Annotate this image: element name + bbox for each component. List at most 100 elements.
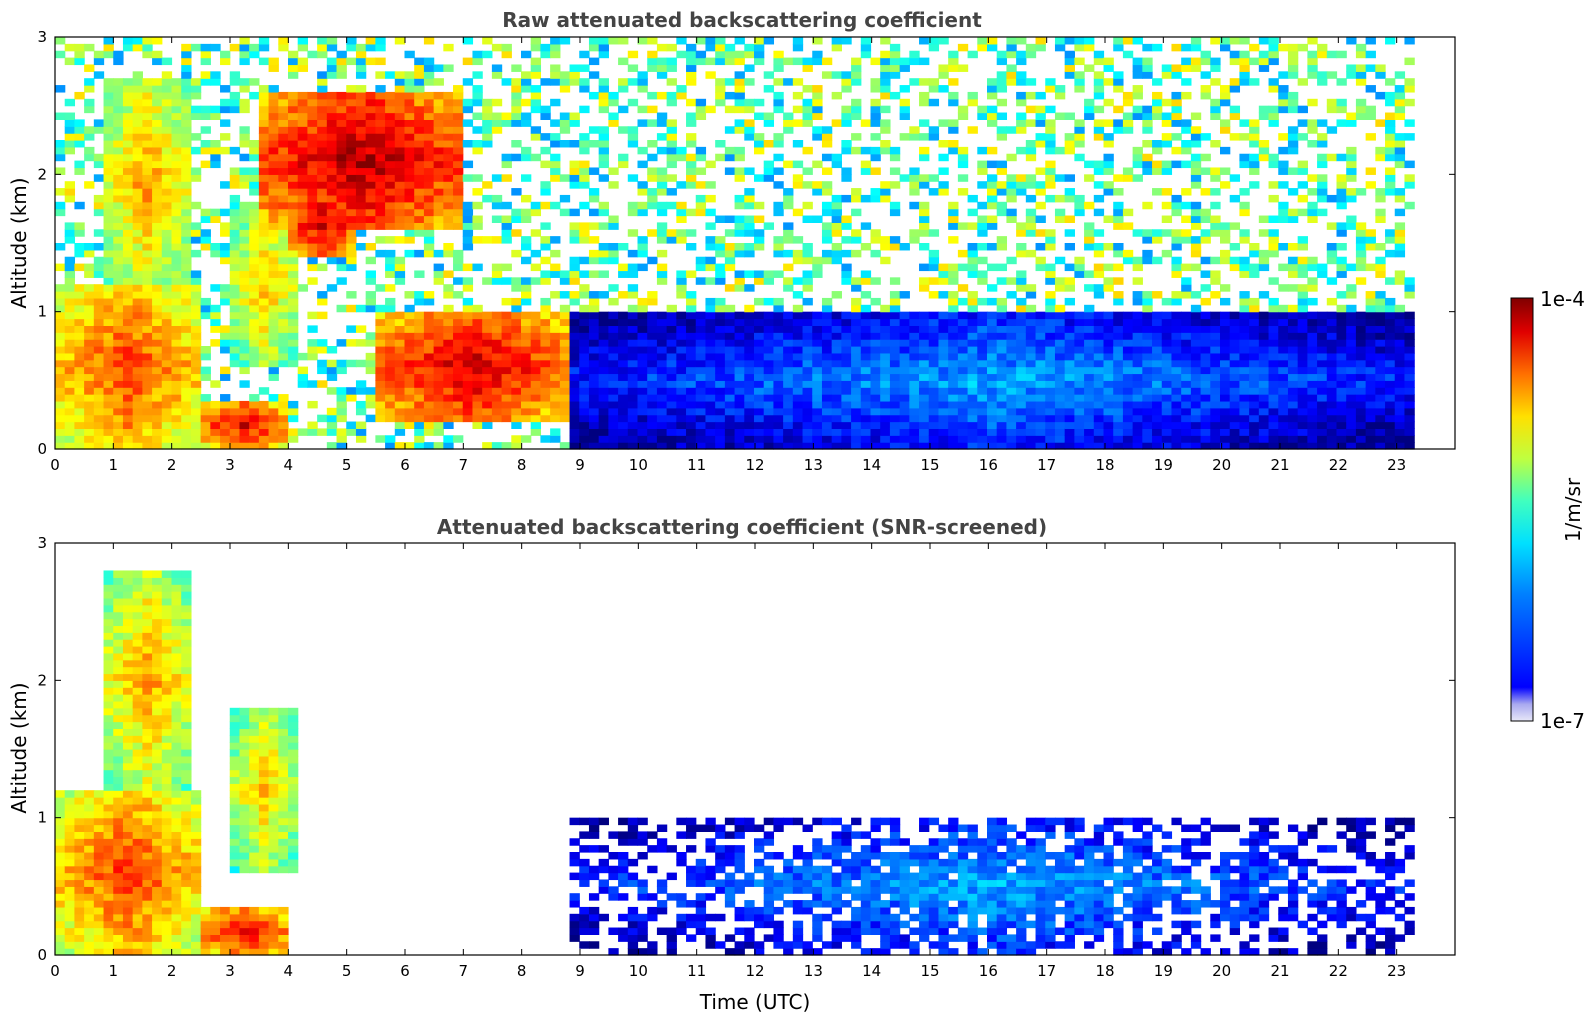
heatmap-cell — [375, 414, 386, 423]
heatmap-cell — [1249, 304, 1260, 313]
heatmap-cell — [773, 153, 784, 162]
heatmap-cell — [326, 428, 338, 436]
heatmap-cell — [598, 98, 609, 107]
heatmap-cell — [666, 387, 677, 395]
heatmap-cell — [1210, 428, 1221, 436]
heatmap-cell — [1016, 270, 1027, 278]
heatmap-cell — [453, 146, 464, 155]
heatmap-cell — [462, 400, 474, 409]
heatmap-cell — [74, 91, 85, 100]
heatmap-cell — [171, 167, 182, 175]
heatmap-cell — [443, 133, 454, 141]
heatmap-cell — [705, 318, 716, 326]
heatmap-cell — [676, 284, 687, 292]
heatmap-cell — [1035, 346, 1046, 354]
heatmap-cell — [734, 37, 745, 45]
heatmap-cell — [249, 229, 260, 237]
heatmap-cell — [686, 78, 697, 86]
heatmap-cell — [802, 311, 813, 320]
heatmap-cell — [569, 346, 580, 354]
heatmap-cell — [569, 380, 580, 388]
heatmap-cell — [783, 229, 794, 237]
heatmap-cell — [200, 71, 211, 79]
heatmap-cell — [734, 277, 745, 285]
heatmap-cell — [443, 181, 454, 189]
heatmap-cell — [1045, 442, 1056, 450]
heatmap-cell — [482, 352, 493, 361]
heatmap-cell — [113, 414, 124, 423]
heatmap-cell — [355, 400, 367, 409]
heatmap-cell — [744, 394, 755, 402]
heatmap-cell — [1249, 332, 1260, 340]
heatmap-cell — [579, 167, 590, 175]
heatmap-cell — [1171, 387, 1182, 395]
heatmap-cell — [74, 43, 85, 52]
heatmap-cell — [462, 229, 474, 237]
heatmap-cell — [559, 140, 571, 148]
heatmap-cell — [84, 318, 95, 326]
heatmap-cell — [1249, 346, 1260, 354]
heatmap-cell — [802, 407, 813, 416]
heatmap-cell — [482, 181, 493, 189]
heatmap-cell — [851, 194, 862, 203]
heatmap-cell — [297, 64, 309, 72]
heatmap-cell — [666, 236, 677, 244]
heatmap-cell — [132, 256, 143, 265]
heatmap-cell — [1190, 243, 1202, 251]
heatmap-cell — [132, 421, 143, 429]
heatmap-cell — [802, 167, 813, 175]
heatmap-cell — [142, 366, 153, 375]
heatmap-cell — [676, 311, 687, 320]
heatmap-cell — [1035, 421, 1046, 429]
heatmap-cell — [656, 57, 668, 66]
heatmap-cell — [443, 325, 454, 333]
heatmap-cell — [1239, 318, 1250, 326]
heatmap-cell — [1220, 126, 1231, 134]
heatmap-cell — [841, 394, 852, 402]
heatmap-cell — [142, 387, 153, 395]
heatmap-cell — [831, 346, 842, 354]
heatmap-cell — [93, 311, 105, 320]
heatmap-cell — [1181, 201, 1192, 210]
heatmap-cell — [608, 249, 619, 258]
heatmap-cell — [93, 428, 105, 436]
heatmap-cell — [93, 174, 105, 182]
heatmap-cell — [190, 277, 202, 285]
heatmap-cell — [1045, 359, 1056, 368]
heatmap-cell — [1035, 105, 1046, 114]
heatmap-cell — [1171, 442, 1182, 450]
heatmap-cell — [1016, 188, 1027, 196]
heatmap-cell — [724, 400, 736, 409]
heatmap-cell — [336, 407, 347, 416]
heatmap-cell — [676, 181, 687, 189]
heatmap-cell — [258, 98, 270, 107]
heatmap-cell — [695, 277, 707, 285]
heatmap-cell — [783, 160, 794, 169]
heatmap-cell — [831, 414, 842, 423]
heatmap-cell — [996, 236, 1008, 244]
heatmap-cell — [307, 222, 318, 230]
heatmap-cell — [540, 346, 551, 354]
heatmap-cell — [355, 64, 367, 72]
heatmap-cell — [821, 442, 833, 450]
heatmap-cell — [249, 91, 260, 100]
heatmap-cell — [656, 332, 668, 340]
heatmap-cell — [288, 249, 299, 258]
heatmap-cell — [627, 352, 639, 361]
heatmap-cell — [695, 387, 707, 395]
heatmap-cell — [239, 442, 250, 450]
heatmap-cell — [637, 435, 648, 443]
heatmap-cell — [1025, 140, 1037, 148]
heatmap-cell — [385, 352, 396, 361]
heatmap-cell — [550, 160, 561, 169]
heatmap-cell — [598, 153, 609, 162]
heatmap-cell — [1006, 188, 1017, 196]
heatmap-cell — [1161, 98, 1173, 107]
heatmap-cell — [220, 394, 231, 402]
heatmap-cell — [889, 400, 901, 409]
heatmap-cell — [899, 174, 910, 182]
heatmap-cell — [171, 174, 182, 182]
heatmap-cell — [142, 359, 153, 368]
heatmap-cell — [1035, 435, 1046, 443]
heatmap-cell — [482, 373, 493, 381]
